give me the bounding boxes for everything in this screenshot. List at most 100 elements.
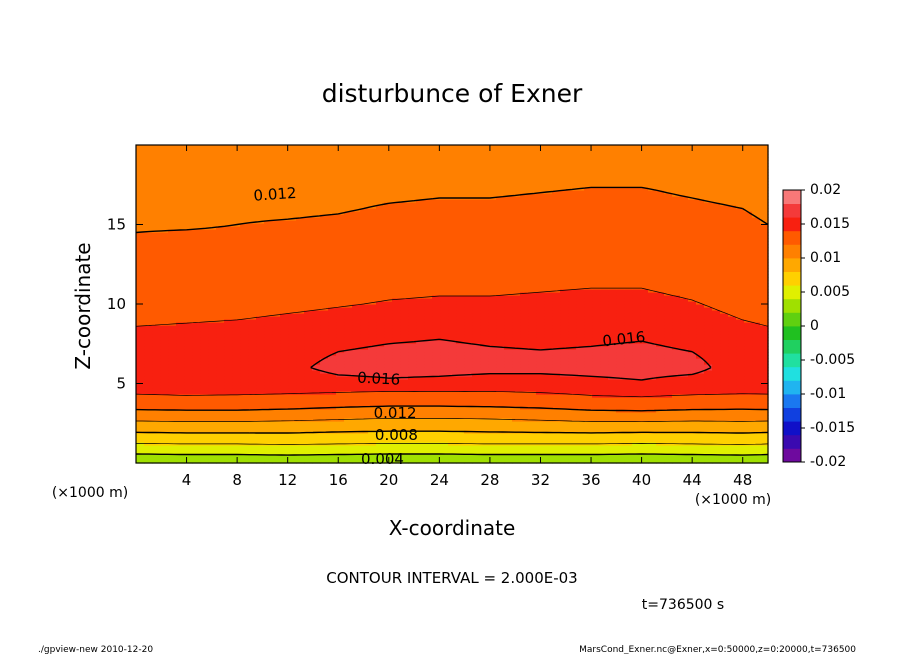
- contour-cell: [144, 286, 153, 290]
- contour-cell: [592, 433, 601, 437]
- contour-cell: [264, 271, 273, 275]
- contour-cell: [512, 436, 521, 440]
- contour-cell: [552, 352, 561, 356]
- contour-cell: [368, 433, 377, 437]
- contour-cell: [432, 454, 441, 458]
- contour-cell: [520, 379, 529, 383]
- contour-cell: [432, 328, 441, 332]
- contour-cell: [688, 367, 697, 371]
- contour-cell: [200, 376, 209, 380]
- contour-cell: [136, 283, 145, 287]
- contour-cell: [264, 400, 273, 404]
- contour-cell: [400, 295, 409, 299]
- contour-cell: [280, 319, 289, 323]
- contour-cell: [360, 454, 369, 458]
- contour-cell: [680, 421, 689, 425]
- contour-cell: [344, 307, 353, 311]
- contour-cell: [760, 292, 769, 296]
- contour-cell: [376, 418, 385, 422]
- contour-cell: [696, 361, 705, 365]
- contour-cell: [640, 280, 649, 284]
- contour-cell: [608, 340, 617, 344]
- contour-cell: [496, 439, 505, 443]
- contour-cell: [680, 376, 689, 380]
- contour-cell: [664, 373, 673, 377]
- contour-cell: [416, 334, 425, 338]
- contour-cell: [752, 439, 761, 443]
- contour-cell: [224, 307, 233, 311]
- contour-cell: [752, 283, 761, 287]
- contour-cell: [488, 445, 497, 449]
- contour-cell: [664, 301, 673, 305]
- contour-cell: [520, 382, 529, 386]
- contour-cell: [176, 334, 185, 338]
- contour-cell: [304, 343, 313, 347]
- contour-cell: [184, 379, 193, 383]
- contour-cell: [328, 436, 337, 440]
- contour-cell: [328, 280, 337, 284]
- contour-cell: [584, 292, 593, 296]
- contour-cell: [208, 391, 217, 395]
- contour-cell: [208, 403, 217, 407]
- contour-cell: [576, 310, 585, 314]
- contour-cell: [184, 370, 193, 374]
- contour-cell: [752, 400, 761, 404]
- contour-cell: [728, 310, 737, 314]
- contour-cell: [176, 388, 185, 392]
- contour-cell: [336, 307, 345, 311]
- contour-cell: [272, 433, 281, 437]
- contour-cell: [344, 334, 353, 338]
- contour-cell: [416, 328, 425, 332]
- contour-cell: [344, 292, 353, 296]
- contour-cell: [488, 460, 497, 464]
- contour-cell: [480, 346, 489, 350]
- contour-cell: [544, 319, 553, 323]
- contour-cell: [456, 283, 465, 287]
- contour-cell: [176, 367, 185, 371]
- contour-cell: [304, 307, 313, 311]
- contour-cell: [552, 304, 561, 308]
- contour-cell: [208, 433, 217, 437]
- contour-cell: [304, 436, 313, 440]
- contour-cell: [720, 391, 729, 395]
- contour-cell: [552, 349, 561, 353]
- contour-cell: [744, 427, 753, 431]
- contour-cell: [760, 319, 769, 323]
- contour-cell: [344, 313, 353, 317]
- contour-cell: [592, 445, 601, 449]
- contour-cell: [256, 424, 265, 428]
- contour-cell: [288, 370, 297, 374]
- contour-cell: [216, 292, 225, 296]
- contour-cell: [736, 328, 745, 332]
- contour-cell: [488, 439, 497, 443]
- contour-cell: [512, 373, 521, 377]
- contour-cell: [584, 460, 593, 464]
- contour-cell: [640, 424, 649, 428]
- contour-cell: [760, 403, 769, 407]
- contour-cell: [216, 271, 225, 275]
- contour-cell: [520, 346, 529, 350]
- contour-cell: [224, 304, 233, 308]
- contour-cell: [544, 394, 553, 398]
- contour-cell: [464, 379, 473, 383]
- contour-cell: [544, 346, 553, 350]
- contour-cell: [208, 415, 217, 419]
- contour-cell: [528, 334, 537, 338]
- contour-cell: [144, 454, 153, 458]
- contour-cell: [736, 286, 745, 290]
- contour-cell: [304, 409, 313, 413]
- contour-cell: [696, 436, 705, 440]
- contour-cell: [576, 412, 585, 416]
- contour-cell: [176, 292, 185, 296]
- contour-cell: [216, 391, 225, 395]
- contour-cell: [704, 289, 713, 293]
- contour-cell: [536, 295, 545, 299]
- contour-cell: [224, 271, 233, 275]
- contour-cell: [656, 460, 665, 464]
- contour-cell: [592, 346, 601, 350]
- contour-cell: [712, 307, 721, 311]
- contour-cell: [544, 397, 553, 401]
- contour-cell: [368, 400, 377, 404]
- contour-cell: [696, 439, 705, 443]
- contour-cell: [584, 322, 593, 326]
